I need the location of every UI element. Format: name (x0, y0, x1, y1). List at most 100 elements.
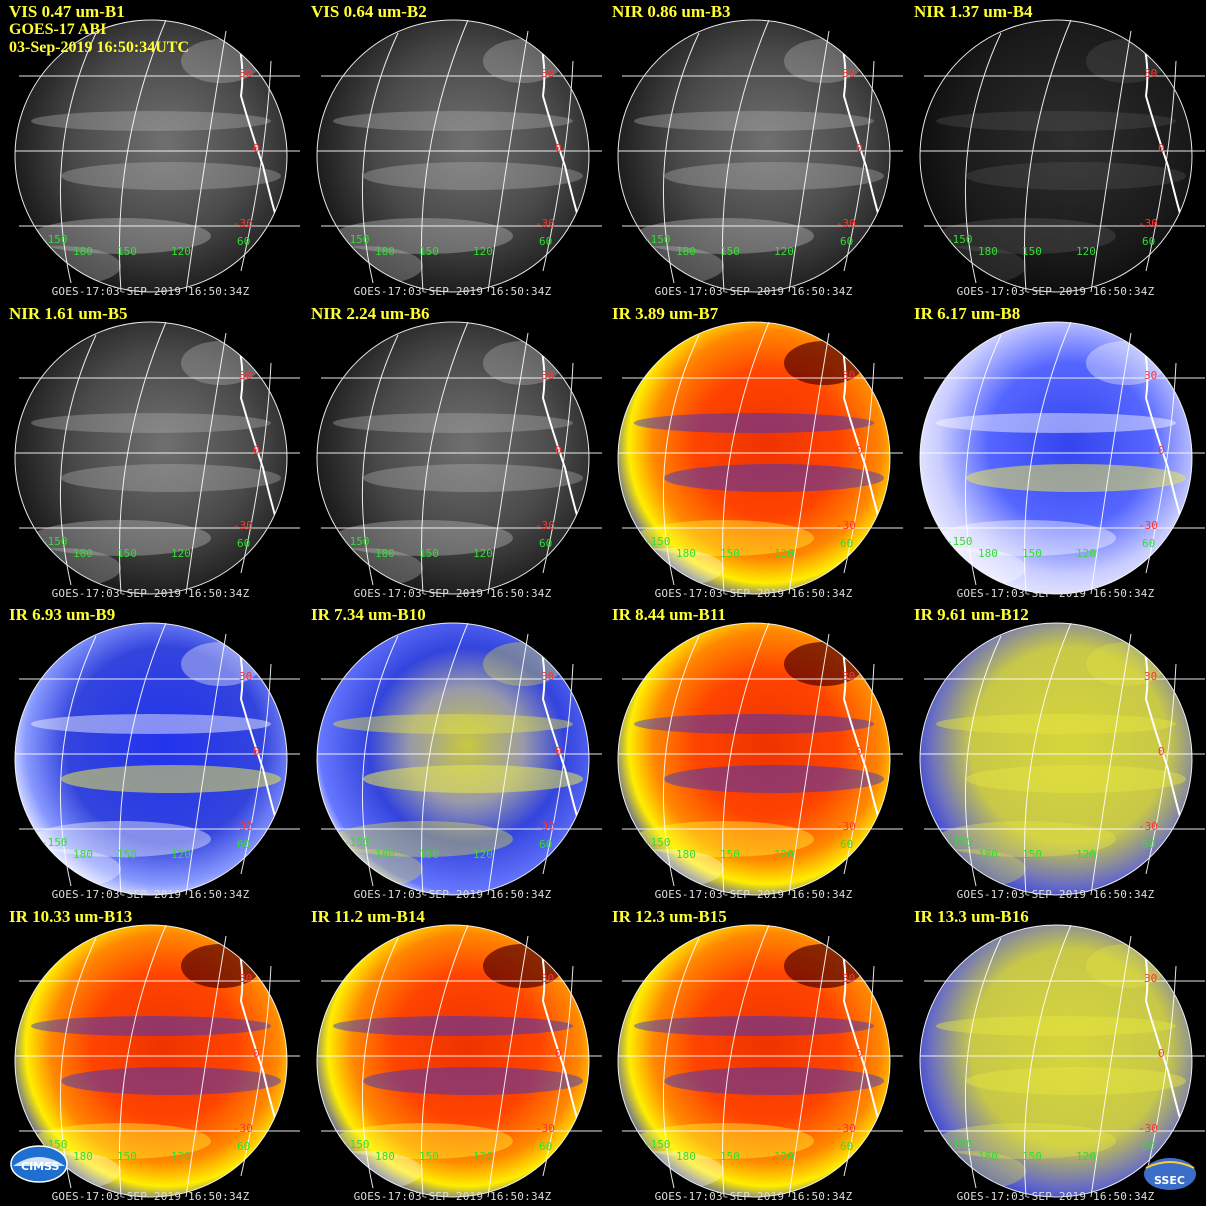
longitude-label: 60 (1142, 235, 1156, 248)
timestamp-footer: GOES-17:03-SEP-2019 16:50:34Z (51, 587, 250, 600)
longitude-label: 60 (237, 838, 251, 851)
band-title: VIS 0.64 um-B2 (311, 2, 427, 21)
latitude-label: 30 (1144, 972, 1158, 985)
longitude-label: 180 (676, 1150, 696, 1163)
latitude-label: 0 (856, 444, 863, 457)
longitude-label: -150 (644, 233, 671, 246)
longitude-label: 150 (720, 245, 740, 258)
longitude-label: 150 (1022, 848, 1042, 861)
longitude-label: 180 (978, 245, 998, 258)
latitude-label: -30 (535, 217, 555, 230)
longitude-label: -150 (946, 233, 973, 246)
latitude-label: -30 (1138, 217, 1158, 230)
longitude-label: -150 (946, 836, 973, 849)
longitude-label: 60 (237, 537, 251, 550)
latitude-label: 30 (842, 670, 856, 683)
longitude-label: -150 (946, 1138, 973, 1151)
band-title: IR 13.3 um-B16 (914, 907, 1029, 926)
latitude-label: 30 (541, 67, 555, 80)
latitude-label: 0 (253, 444, 260, 457)
longitude-label: 120 (1076, 848, 1096, 861)
longitude-label: 120 (171, 848, 191, 861)
earth-disk-image (919, 19, 1205, 293)
longitude-label: 150 (419, 848, 439, 861)
longitude-label: 150 (1022, 245, 1042, 258)
latitude-label: 0 (856, 142, 863, 155)
band-title: NIR 0.86 um-B3 (612, 2, 731, 21)
longitude-label: -150 (41, 535, 68, 548)
timestamp-footer: GOES-17:03-SEP-2019 16:50:34Z (956, 285, 1155, 298)
longitude-label: 120 (171, 547, 191, 560)
longitude-label: -150 (644, 1138, 671, 1151)
band-title: IR 12.3 um-B15 (612, 907, 727, 926)
timestamp-footer: GOES-17:03-SEP-2019 16:50:34Z (654, 587, 853, 600)
band-title: IR 7.34 um-B10 (311, 605, 426, 624)
latitude-label: -30 (1138, 820, 1158, 833)
longitude-label: 60 (840, 838, 854, 851)
longitude-label: 120 (473, 848, 493, 861)
band-title: NIR 1.37 um-B4 (914, 2, 1033, 21)
latitude-label: 0 (253, 142, 260, 155)
latitude-label: 0 (1158, 142, 1165, 155)
band-title: IR 6.17 um-B8 (914, 304, 1021, 323)
band-title: IR 3.89 um-B7 (612, 304, 719, 323)
timestamp-footer: GOES-17:03-SEP-2019 16:50:34Z (956, 888, 1155, 901)
latitude-label: 0 (555, 142, 562, 155)
band-title: IR 11.2 um-B14 (311, 907, 425, 926)
longitude-label: 180 (676, 848, 696, 861)
timestamp-footer: GOES-17:03-SEP-2019 16:50:34Z (51, 1190, 250, 1203)
earth-disk-image (919, 924, 1205, 1198)
longitude-label: 150 (117, 245, 137, 258)
band-panel: 30 0 -30 -150 180 150 120 60 IR 3.89 um-B7 GOES-1… (604, 303, 903, 602)
band-title: IR 10.33 um-B13 (9, 907, 133, 926)
longitude-label: 60 (539, 235, 553, 248)
longitude-label: 60 (539, 1140, 553, 1153)
longitude-label: -150 (946, 535, 973, 548)
longitude-label: 60 (1142, 838, 1156, 851)
band-panel: 30 0 -30 -150 180 150 120 60 IR 7.34 um-B10 GOES-… (303, 604, 602, 903)
longitude-label: -150 (343, 836, 370, 849)
latitude-label: 30 (239, 67, 253, 80)
longitude-label: 150 (1022, 1150, 1042, 1163)
longitude-label: 60 (237, 1140, 251, 1153)
latitude-label: -30 (535, 1122, 555, 1135)
longitude-label: 60 (840, 537, 854, 550)
longitude-label: 150 (720, 547, 740, 560)
longitude-label: -150 (343, 1138, 370, 1151)
longitude-label: 60 (840, 235, 854, 248)
earth-disk-image (617, 321, 903, 595)
longitude-label: 120 (774, 848, 794, 861)
longitude-label: 120 (473, 547, 493, 560)
timestamp-footer: GOES-17:03-SEP-2019 16:50:34Z (654, 1190, 853, 1203)
band-panel: 30 0 -30 -150 180 150 120 60 IR 13.3 um-B16 GOES-… (906, 906, 1205, 1205)
longitude-label: 60 (1142, 537, 1156, 550)
longitude-label: 150 (1022, 547, 1042, 560)
band-panel: 30 0 -30 -150 180 150 120 60 VIS 0.47 um-B1 GOES-… (1, 1, 300, 300)
band-panel: 30 0 -30 -150 180 150 120 60 VIS 0.64 um-B2 GOES-… (303, 1, 602, 300)
band-panel: 30 0 -30 -150 180 150 120 60 IR 12.3 um-B15 GOES-… (604, 906, 903, 1205)
longitude-label: 150 (419, 1150, 439, 1163)
cimss-logo-text: CIMSS (21, 1160, 60, 1173)
latitude-label: -30 (233, 1122, 253, 1135)
latitude-label: -30 (836, 217, 856, 230)
band-title: IR 9.61 um-B12 (914, 605, 1029, 624)
latitude-label: -30 (535, 519, 555, 532)
longitude-label: 150 (117, 1150, 137, 1163)
earth-disk-image (14, 19, 300, 293)
latitude-label: 30 (1144, 369, 1158, 382)
latitude-label: 0 (253, 1047, 260, 1060)
longitude-label: 180 (73, 848, 93, 861)
latitude-label: 0 (1158, 745, 1165, 758)
latitude-label: -30 (836, 820, 856, 833)
earth-disk-image (316, 321, 602, 595)
timestamp-footer: GOES-17:03-SEP-2019 16:50:34Z (51, 285, 250, 298)
latitude-label: -30 (535, 820, 555, 833)
latitude-label: 30 (239, 369, 253, 382)
latitude-label: -30 (1138, 519, 1158, 532)
longitude-label: 180 (375, 547, 395, 560)
band-panel: 30 0 -30 -150 180 150 120 60 IR 11.2 um-B14 GOES-… (303, 906, 602, 1205)
ssec-logo-text: SSEC (1154, 1174, 1185, 1187)
longitude-label: 180 (676, 547, 696, 560)
earth-disk-image (14, 321, 300, 595)
